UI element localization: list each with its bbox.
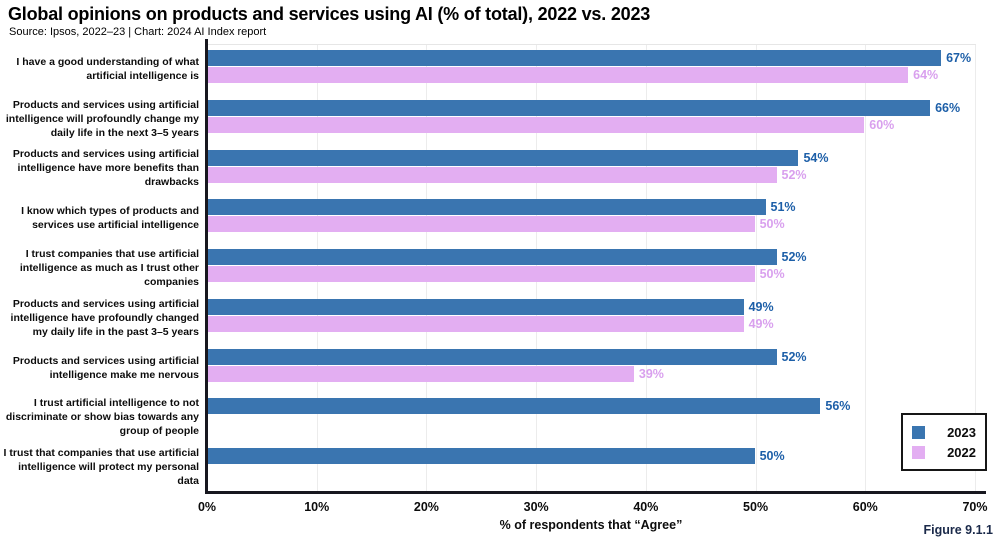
chart-row: I trust companies that use artificial in…: [0, 243, 1000, 293]
chart-row: Products and services using artificial i…: [0, 144, 1000, 194]
bar-2023: [206, 448, 755, 465]
bar-2022: [206, 315, 744, 332]
bar-2023: [206, 249, 777, 266]
legend-item-2023: 2023: [912, 422, 976, 442]
bar-2022: [206, 365, 634, 382]
value-label-2022: 60%: [869, 117, 895, 132]
bar-group: 51% 50%: [206, 193, 1000, 243]
figure-number-label: Figure 9.1.1: [923, 523, 993, 537]
value-label-2023: 56%: [825, 399, 851, 414]
bar-2022: [206, 116, 865, 133]
bar-rows: I have a good understanding of what arti…: [0, 44, 1000, 492]
x-tick-label-50: 50%: [743, 500, 769, 514]
x-tick-label-30: 30%: [523, 500, 549, 514]
bar-group: 56%: [206, 392, 1000, 442]
chart-row: I trust artificial intelligence to not d…: [0, 392, 1000, 442]
x-tick-label-20: 20%: [413, 500, 439, 514]
bar-2022: [206, 166, 777, 183]
bar-2023: [206, 149, 799, 166]
value-label-2023: 54%: [803, 150, 829, 165]
gridline-60: [865, 45, 867, 493]
bar-group: 50%: [206, 442, 1000, 492]
value-label-2022: 39%: [638, 366, 664, 381]
value-label-2023: 52%: [781, 349, 807, 364]
bar-group: 54% 52%: [206, 144, 1000, 194]
bar-group: 52% 39%: [206, 343, 1000, 393]
legend-item-2022: 2022: [912, 442, 976, 462]
bar-2023: [206, 199, 766, 216]
bar-group: 52% 50%: [206, 243, 1000, 293]
x-axis-line: [205, 491, 986, 494]
x-axis-title: % of respondents that “Agree”: [499, 518, 683, 532]
value-label-2022: 50%: [759, 217, 785, 232]
value-label-2023: 49%: [748, 299, 774, 314]
chart-row: I know which types of products and servi…: [0, 193, 1000, 243]
category-label: Products and services using artificial i…: [10, 297, 199, 338]
gridline-70: [975, 45, 976, 493]
chart-row: Products and services using artificial i…: [0, 293, 1000, 343]
x-tick-label-60: 60%: [852, 500, 878, 514]
bar-2022: [206, 67, 909, 83]
legend-label-2023: 2023: [947, 424, 976, 440]
x-tick-label-0: 0%: [197, 500, 217, 514]
x-tick-label-70: 70%: [962, 500, 988, 514]
value-label-2022: 50%: [759, 267, 785, 282]
bar-2023: [206, 298, 744, 315]
chart-row: Products and services using artificial i…: [0, 343, 1000, 393]
chart-source-line: Source: Ipsos, 2022–23 | Chart: 2024 AI …: [9, 26, 267, 38]
value-label-2023: 52%: [781, 250, 807, 265]
value-label-2022: 49%: [748, 316, 774, 331]
gridline-50: [755, 45, 757, 493]
value-label-2023: 66%: [935, 100, 961, 115]
bar-2023: [206, 99, 931, 116]
category-label: Products and services using artificial i…: [12, 148, 199, 189]
value-label-2023: 51%: [770, 200, 796, 215]
category-label: I have a good understanding of what arti…: [16, 55, 199, 82]
legend-swatch-2023: [912, 425, 925, 439]
chart-title: Global opinions on products and services…: [8, 4, 651, 24]
category-label: I know which types of products and servi…: [21, 205, 199, 232]
value-label-2023: 50%: [759, 449, 785, 464]
category-label: Products and services using artificial i…: [5, 98, 199, 139]
bar-2023: [206, 398, 821, 415]
x-tick-label-10: 10%: [304, 500, 330, 514]
category-label: I trust that companies that use artifici…: [3, 447, 199, 488]
value-label-2022: 64%: [913, 68, 939, 82]
bar-2023: [206, 348, 777, 365]
bar-2022: [206, 216, 755, 233]
bar-group: 66% 60%: [206, 94, 1000, 144]
chart-row: Products and services using artificial i…: [0, 94, 1000, 144]
value-label-2023: 67%: [946, 51, 972, 65]
bar-group: 49% 49%: [206, 293, 1000, 343]
chart-row: I have a good understanding of what arti…: [0, 44, 1000, 94]
bar-group: 67% 64%: [206, 44, 1000, 94]
x-axis-ticks: 0% 10% 20% 30% 40% 50% 60% 70%: [198, 500, 988, 516]
bar-2022: [206, 266, 755, 283]
category-label: I trust artificial intelligence to not d…: [5, 397, 199, 438]
chart-row: I trust that companies that use artifici…: [0, 442, 1000, 492]
legend-swatch-2022: [912, 445, 925, 459]
category-label: Products and services using artificial i…: [12, 354, 199, 381]
value-label-2022: 52%: [781, 167, 807, 182]
x-tick-label-40: 40%: [633, 500, 659, 514]
legend: 2023 2022: [901, 413, 987, 471]
y-axis-line: [205, 39, 208, 493]
legend-label-2022: 2022: [947, 444, 976, 460]
bar-2023: [206, 50, 942, 66]
category-label: I trust companies that use artificial in…: [19, 248, 199, 289]
